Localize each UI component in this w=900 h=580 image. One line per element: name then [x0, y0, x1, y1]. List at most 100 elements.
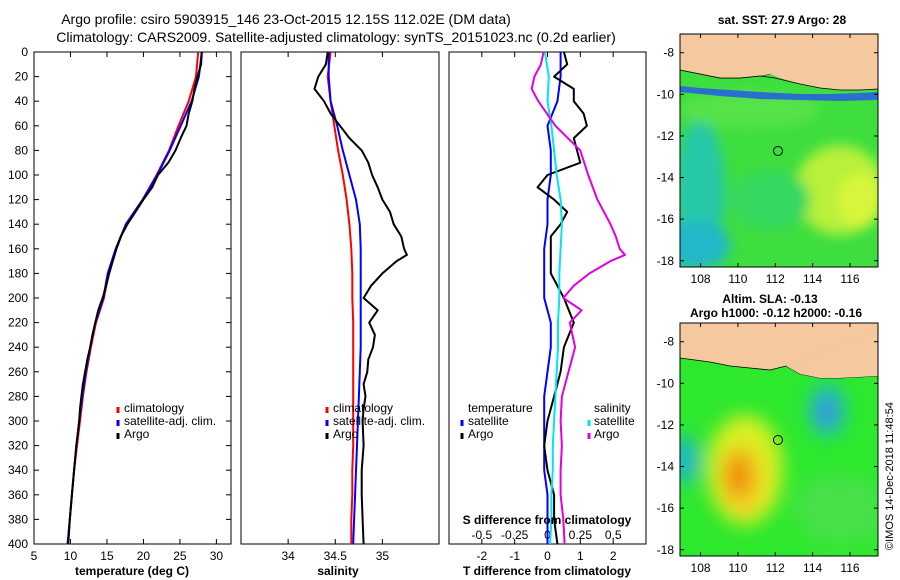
depth-tick-label: 200 — [8, 291, 28, 305]
t-difference-x-label: T difference from climatology — [463, 564, 631, 578]
sst-map-lon-axis: 108 110 112 114 116 — [691, 34, 860, 286]
sla-map-image — [680, 323, 878, 556]
depth-tick-label: 40 — [15, 94, 29, 108]
temperature-legend: climatology satellite-adj. clim. Argo — [116, 401, 216, 441]
salinity-x-axis: 34 34.5 35 — [281, 52, 389, 563]
t-difference-x-axis: -2 -1 0 1 2 — [476, 52, 617, 563]
legend-salinity-satellite: satellite — [594, 414, 635, 428]
s-difference-label: S difference from climatology — [463, 513, 632, 527]
depth-tick-label: 300 — [8, 414, 28, 428]
lat-tick-label: -12 — [657, 129, 675, 143]
depth-tick-label: 120 — [8, 193, 28, 207]
x-tick-label: 2 — [610, 549, 617, 563]
sst-map-image — [680, 34, 878, 267]
lat-tick-label: -14 — [657, 460, 675, 474]
lat-tick-label: -10 — [657, 376, 675, 390]
x-tick-label: -1 — [509, 549, 520, 563]
temperature-x-label: temperature (deg C) — [75, 564, 189, 578]
salinity-legend: climatology satellite-adj. clim. Argo — [325, 401, 425, 441]
x-tick-label: 10 — [64, 549, 78, 563]
lat-tick-label: -14 — [657, 171, 675, 185]
x-tick-label: 35 — [376, 549, 390, 563]
s-difference-tick-label: -0.5 — [471, 528, 492, 542]
series-line-climatology — [326, 51, 355, 544]
depth-tick-label: 100 — [8, 168, 28, 182]
depth-tick-label: 240 — [8, 340, 28, 354]
depth-tick-label: 60 — [15, 119, 29, 133]
legend-temperature-satellite: satellite — [468, 414, 509, 428]
s-difference-tick-label: 0.5 — [605, 528, 622, 542]
series-line-temperature-satellite — [543, 52, 562, 544]
temperature-x-axis: 5 10 15 20 25 30 — [31, 52, 223, 563]
depth-tick-label: 20 — [15, 70, 29, 84]
lon-tick-label: 116 — [840, 272, 859, 286]
sst-map-frame — [679, 33, 879, 268]
difference-legend-salinity: salinity satellite Argo — [587, 401, 635, 441]
series-line-salinity-argo — [530, 51, 626, 545]
salinity-panel: 34 34.5 35 salinity climatology satellite-… — [240, 51, 440, 578]
lon-tick-label: 114 — [803, 561, 822, 575]
lon-tick-label: 112 — [766, 272, 785, 286]
temperature-legend-argo: Argo — [124, 427, 150, 441]
lon-tick-label: 110 — [728, 272, 747, 286]
x-tick-label: 34.5 — [324, 549, 348, 563]
salinity-legend-argo: Argo — [333, 427, 359, 441]
lat-tick-label: -8 — [663, 46, 674, 60]
lon-tick-label: 112 — [766, 561, 785, 575]
series-line-argo — [67, 51, 203, 545]
figure-title-line1: Argo profile: csiro 5903915_146 23-Oct-2… — [61, 11, 511, 27]
depth-tick-label: 180 — [8, 266, 28, 280]
lat-tick-label: -16 — [657, 501, 675, 515]
sla-map-frame — [679, 322, 879, 557]
imos-watermark: ©IMOS 14-Dec-2018 11:48:54 — [884, 402, 896, 550]
lat-tick-label: -18 — [657, 543, 675, 557]
x-tick-label: 20 — [137, 549, 151, 563]
temperature-series — [66, 51, 203, 545]
lon-tick-label: 108 — [691, 561, 711, 575]
sst-map-lat-axis: -8 -10 -12 -14 -16 -18 — [657, 46, 878, 268]
legend-salinity-title: salinity — [594, 401, 631, 415]
argo-location-marker-sla — [773, 435, 783, 445]
salinity-legend-climatology: climatology — [333, 401, 393, 415]
series-line-salinity-satellite — [543, 51, 563, 545]
lat-tick-label: -10 — [657, 87, 675, 101]
lon-tick-label: 108 — [691, 272, 711, 286]
sla-map: Altim. SLA: -0.13 Argo h1000: -0.12 h200… — [657, 292, 879, 575]
depth-tick-label: 140 — [8, 217, 28, 231]
depth-tick-label: 260 — [8, 365, 28, 379]
depth-tick-label: 80 — [15, 143, 29, 157]
legend-salinity-argo: Argo — [594, 427, 620, 441]
lon-tick-label: 110 — [728, 561, 747, 575]
depth-tick-label: 360 — [8, 488, 28, 502]
sst-map-title: sat. SST: 27.9 Argo: 28 — [718, 13, 847, 27]
lat-tick-label: -8 — [663, 335, 674, 349]
temperature-plot-frame — [33, 51, 232, 545]
depth-tick-label: 380 — [8, 512, 28, 526]
depth-tick-label: 160 — [8, 242, 28, 256]
lat-tick-label: -12 — [657, 418, 675, 432]
legend-temperature-argo: Argo — [468, 427, 494, 441]
sla-map-title-line1: Altim. SLA: -0.13 — [722, 292, 818, 306]
s-difference-tick-label: 0.25 — [569, 528, 593, 542]
sst-map: sat. SST: 27.9 Argo: 28 -8 -10 -12 -14 -16 -1… — [657, 13, 879, 286]
legend-temperature-title: temperature — [468, 401, 533, 415]
salinity-x-label: salinity — [317, 564, 359, 578]
depth-tick-label: 0 — [21, 45, 28, 59]
sla-map-lat-axis: -8 -10 -12 -14 -16 -18 — [657, 335, 878, 557]
lon-tick-label: 114 — [803, 272, 822, 286]
x-tick-label: -2 — [476, 549, 487, 563]
temperature-legend-climatology: climatology — [124, 401, 184, 415]
lon-tick-label: 116 — [840, 561, 859, 575]
temperature-panel: 0204060801001201401601802002202402602803… — [8, 45, 646, 578]
sla-map-title-line2: Argo h1000: -0.12 h2000: -0.16 — [690, 306, 862, 320]
x-tick-label: 1 — [577, 549, 584, 563]
depth-tick-label: 400 — [8, 537, 28, 551]
difference-legend-temperature: temperature satellite Argo — [460, 401, 533, 441]
depth-tick-label: 220 — [8, 316, 28, 330]
difference-series — [530, 51, 626, 545]
difference-panel: -2 -1 0 1 2 -0.5 -0.25 0 0.25 0.5 S difference f… — [448, 51, 647, 578]
depth-tick-label: 280 — [8, 389, 28, 403]
x-tick-label: 34 — [281, 549, 295, 563]
x-tick-label: 25 — [173, 549, 187, 563]
